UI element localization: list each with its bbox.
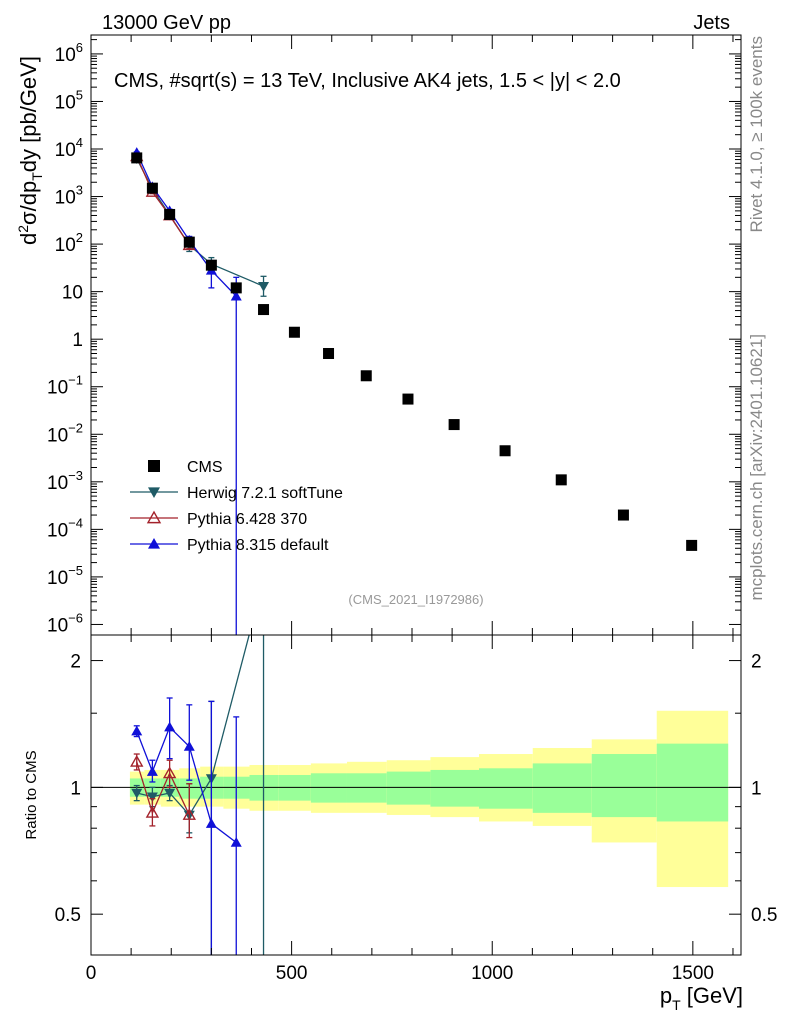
cms-data-point	[555, 474, 567, 486]
legend-label: Herwig 7.2.1 softTune	[187, 485, 343, 502]
y-tick-label: 10−1	[47, 373, 83, 399]
cms-stat-uncertainty-band	[430, 769, 479, 807]
pythia-6-428-370-ratio-line	[136, 761, 190, 816]
y-tick-label: 105	[55, 87, 83, 113]
pythia-8-315-default-ratio-point	[164, 721, 176, 732]
herwig-7-2-1-softtune-ratio-point	[164, 788, 176, 799]
ratio-frame	[90, 634, 742, 956]
x-axis-label: pT [GeV]	[660, 983, 743, 1013]
x-tick-label: 500	[276, 963, 308, 984]
cms-stat-uncertainty-band	[591, 754, 657, 818]
pythia-8-315-default-ratio-point	[183, 741, 195, 751]
mcplots-label: mcplots.cern.ch [arXiv:2401.10621]	[747, 334, 766, 600]
y-tick-label: 104	[55, 135, 83, 161]
ratio-y-label: Ratio to CMS	[23, 750, 40, 839]
y-tick-label: 1	[72, 330, 83, 351]
cms-data-point	[258, 304, 270, 316]
ratio-y-tick-label-right: 1	[751, 778, 762, 799]
pythia-8-315-default-ratio-point	[131, 725, 143, 736]
svg-text:pT [GeV]: pT [GeV]	[660, 983, 743, 1013]
legend-marker	[148, 460, 160, 472]
pythia-8-315-default-line	[136, 152, 237, 297]
cms-stat-uncertainty-band	[532, 763, 592, 813]
pythia-8-315-default-ratio-point	[146, 766, 158, 776]
herwig-7-2-1-softtune-line	[136, 158, 264, 287]
watermark: (CMS_2021_I1972986)	[348, 592, 483, 607]
ratio-y-tick-label: 1	[70, 778, 81, 799]
cms-stat-uncertainty-band	[656, 743, 729, 822]
cms-stat-uncertainty-band	[310, 773, 347, 803]
pythia-8-315-default-point	[230, 290, 242, 301]
y-tick-label: 10−4	[47, 515, 83, 541]
cms-data-point	[183, 236, 195, 248]
herwig-7-2-1-softtune-ratio-point	[146, 792, 158, 803]
legend-label: Pythia 6.428 370	[187, 511, 307, 528]
cms-data-point	[230, 282, 242, 294]
cms-data-point	[617, 509, 629, 521]
herwig-7-2-1-softtune-point	[258, 281, 270, 292]
cms-data-point	[288, 326, 300, 338]
x-tick-label: 1000	[471, 963, 513, 984]
pythia-6-428-370-ratio-point	[182, 808, 197, 820]
cms-data-point	[360, 370, 372, 382]
pythia-8-315-default-ratio-point	[205, 818, 217, 828]
cms-stat-uncertainty-band	[346, 773, 387, 803]
ratio-y-tick-label-right: 2	[751, 652, 762, 673]
pythia-6-428-370-ratio-point	[130, 754, 144, 767]
plot-title: CMS, #sqrt(s) = 13 TeV, Inclusive AK4 je…	[114, 70, 621, 92]
x-tick-label: 1500	[672, 963, 714, 984]
header-left: 13000 GeV pp	[102, 12, 231, 34]
cms-data-point	[499, 445, 511, 457]
herwig-7-2-1-softtune-ratio-point	[131, 788, 143, 799]
cms-data-point	[205, 259, 217, 271]
y-tick-label: 10	[62, 283, 83, 304]
cms-data-point	[146, 182, 158, 194]
cms-stat-uncertainty-band	[478, 768, 533, 809]
y-tick-label: 10−3	[47, 468, 83, 494]
rivet-label: Rivet 4.1.0, ≥ 100k events	[747, 36, 766, 232]
cms-stat-uncertainty-band	[386, 771, 431, 805]
legend: CMS Herwig 7.2.1 softTune Pythia 6.428 370…	[130, 459, 343, 554]
svg-text:d2σ/dpTdy [pb/GeV]: d2σ/dpTdy [pb/GeV]	[15, 56, 45, 245]
legend-label: CMS	[187, 459, 223, 476]
legend-label: Pythia 8.315 default	[187, 537, 329, 554]
ratio-y-tick-label-right: 0.5	[751, 905, 777, 926]
legend-marker	[148, 538, 160, 549]
ratio-y-tick-label: 2	[70, 652, 81, 673]
cms-data-point	[686, 539, 698, 551]
cms-data-point	[323, 347, 335, 359]
y-tick-label: 10−6	[47, 610, 83, 636]
header-right: Jets	[693, 12, 730, 34]
x-tick-label: 0	[86, 963, 97, 984]
cms-data-point	[402, 393, 414, 405]
pythia-6-428-370-ratio-point	[145, 805, 160, 818]
ratio-panel: 0.5 0.5 1 1 2 2 0 500 1000 1500	[55, 634, 777, 984]
cms-data-point	[164, 208, 176, 220]
legend-marker	[148, 487, 160, 498]
y-tick-label: 10−2	[47, 420, 83, 446]
pythia-6-428-370-ratio-point	[162, 766, 177, 779]
ratio-y-tick-label: 0.5	[55, 905, 81, 926]
y-tick-label: 10−5	[47, 563, 83, 589]
cms-data-point	[448, 419, 460, 431]
legend-marker	[146, 510, 162, 524]
pythia-6-428-370-line	[136, 156, 190, 246]
main-panel: 10−6 10−5 10−4 10−3 10−2 10−1 1 10 102 103 104 105 1…	[47, 34, 742, 636]
pythia-8-315-default-ratio-point	[230, 836, 242, 847]
y-tick-label: 103	[55, 183, 83, 209]
y-tick-label: 102	[55, 230, 83, 256]
y-tick-label: 106	[55, 40, 83, 66]
y-axis-label: d2σ/dpTdy [pb/GeV]	[15, 56, 45, 245]
cms-data-point	[131, 152, 143, 164]
